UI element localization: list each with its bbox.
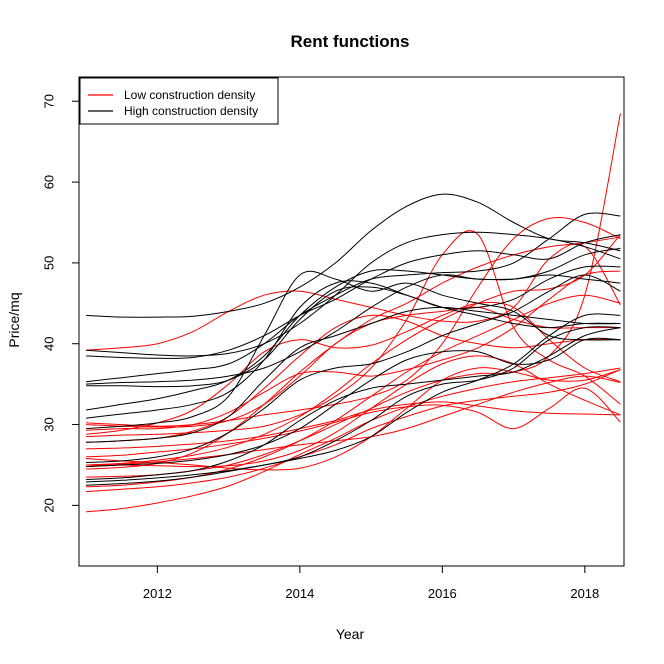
series-line-low-density-4 <box>86 375 621 468</box>
series-line-high-density-26 <box>86 280 621 419</box>
series-line-low-density-17 <box>86 401 621 450</box>
legend-label-low-density: Low construction density <box>124 88 255 102</box>
x-axis-label: Year <box>336 626 365 642</box>
legend-box <box>79 77 279 125</box>
series-line-low-density-18 <box>86 113 621 478</box>
y-tick-label: 20 <box>41 498 56 512</box>
series-line-high-density-31 <box>86 327 621 480</box>
series-line-high-density-25 <box>86 269 621 411</box>
y-axis: 20 30 40 50 60 70 <box>41 94 80 513</box>
x-tick-label: 2012 <box>143 586 172 601</box>
series-line-high-density-20 <box>86 231 621 357</box>
y-tick-label: 60 <box>41 175 56 189</box>
series-line-high-density-32 <box>86 326 621 486</box>
series-line-low-density-1 <box>86 367 621 513</box>
series-line-low-density-5 <box>86 355 621 468</box>
y-tick-label: 50 <box>41 256 56 270</box>
series-line-low-density-9 <box>86 270 621 431</box>
series-line-low-density-7 <box>86 387 621 458</box>
x-axis: 2012 2014 2016 2018 <box>143 565 599 601</box>
series-line-high-density-28 <box>86 306 621 443</box>
y-tick-label: 30 <box>41 417 56 431</box>
series-line-low-density-13 <box>86 236 621 470</box>
series-line-low-density-10 <box>86 216 621 427</box>
y-axis-label: Price/mq <box>6 292 22 347</box>
series-layer <box>86 113 621 513</box>
y-tick-label: 70 <box>41 94 56 108</box>
x-tick-label: 2016 <box>428 586 457 601</box>
legend: Low construction density High constructi… <box>79 77 279 125</box>
x-tick-label: 2018 <box>570 586 599 601</box>
series-line-high-density-21 <box>86 234 621 359</box>
legend-label-high-density: High construction density <box>124 104 258 118</box>
series-line-low-density-6 <box>86 367 621 471</box>
plot-frame <box>78 76 625 567</box>
series-line-low-density-14 <box>86 234 621 466</box>
series-line-low-density-12 <box>86 301 621 435</box>
y-tick-label: 40 <box>41 336 56 350</box>
series-line-high-density-33 <box>86 313 621 483</box>
series-line-high-density-29 <box>86 274 621 463</box>
series-line-high-density-19 <box>86 193 621 318</box>
series-line-high-density-23 <box>86 247 621 385</box>
x-tick-label: 2014 <box>285 586 314 601</box>
series-line-high-density-27 <box>86 270 621 430</box>
series-line-low-density-15 <box>86 243 621 351</box>
series-line-low-density-3 <box>86 294 621 488</box>
chart-title: Rent functions <box>291 32 410 51</box>
series-line-high-density-22 <box>86 212 621 383</box>
series-line-low-density-16 <box>86 230 621 438</box>
series-line-high-density-24 <box>86 265 621 388</box>
series-line-high-density-30 <box>86 337 621 468</box>
series-line-low-density-2 <box>86 369 621 493</box>
